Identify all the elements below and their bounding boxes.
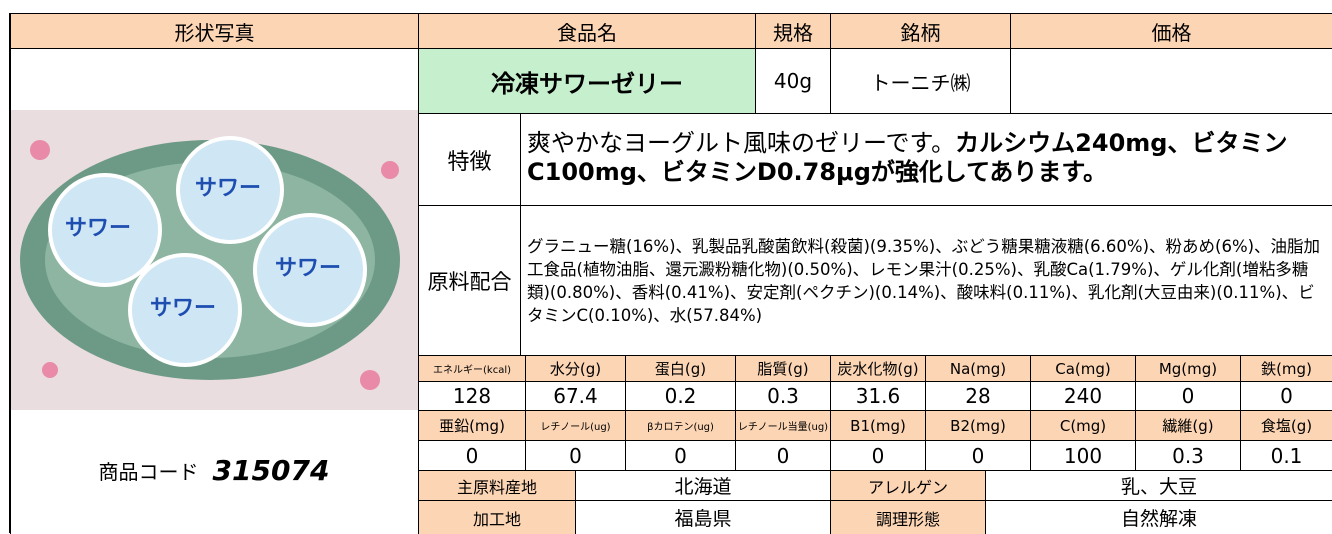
table-cell: 0 [925, 440, 1031, 471]
table-cell: エネルギー(kcal) [418, 355, 526, 382]
table-cell: アレルゲン [830, 470, 986, 501]
table-cell: 0 [1240, 381, 1332, 411]
svg-text:サワー: サワー [275, 256, 341, 281]
table-cell: レチノール(ug) [525, 410, 626, 441]
table-cell: 爽やかなヨーグルト風味のゼリーです。カルシウム240mg、ビタミンC100mg、… [520, 113, 1332, 206]
table-cell: B2(mg) [925, 410, 1031, 441]
code-value: 315074 [212, 453, 330, 487]
table-cell: 食塩(g) [1240, 410, 1332, 441]
table-cell: レチノール当量(ug) [735, 410, 831, 441]
table-cell: 水分(g) [525, 355, 626, 382]
table-cell: 繊維(g) [1135, 410, 1241, 441]
table-cell: 0 [525, 440, 626, 471]
code-label: 商品コード [98, 459, 199, 484]
table-cell: 北海道 [575, 470, 831, 501]
table-cell: 規格 [755, 13, 831, 49]
table-cell: 自然解凍 [985, 500, 1332, 534]
table-cell: 炭水化物(g) [830, 355, 926, 382]
table-cell: 0 [625, 440, 736, 471]
table-cell: 0.3 [735, 381, 831, 411]
table-cell: 0.1 [1240, 440, 1332, 471]
table-cell: 0.2 [625, 381, 736, 411]
table-cell: 67.4 [525, 381, 626, 411]
table-cell: 福島県 [575, 500, 831, 534]
table-cell: 31.6 [830, 381, 926, 411]
table-cell: 冷凍サワーゼリー [418, 48, 756, 114]
table-cell: グラニュー糖(16%)、乳製品乳酸菌飲料(殺菌)(9.35%)、ぶどう糖果糖液糖… [520, 205, 1332, 356]
table-cell: 128 [418, 381, 526, 411]
left-border [9, 13, 10, 533]
table-cell: 28 [925, 381, 1031, 411]
table-cell: 0.3 [1135, 440, 1241, 471]
svg-text:サワー: サワー [65, 216, 131, 241]
table-cell: Mg(mg) [1135, 355, 1241, 382]
table-cell: トーニチ㈱ [830, 48, 1011, 114]
table-cell: Ca(mg) [1030, 355, 1136, 382]
table-cell: 40g [755, 48, 831, 114]
table-cell: 100 [1030, 440, 1136, 471]
table-cell: 脂質(g) [735, 355, 831, 382]
svg-text:サワー: サワー [150, 296, 216, 321]
table-cell: 240 [1030, 381, 1136, 411]
table-cell: B1(mg) [830, 410, 926, 441]
table-cell: 形状写真 [10, 13, 419, 49]
table-cell: 亜鉛(mg) [418, 410, 526, 441]
table-cell: βカロテン(ug) [625, 410, 736, 441]
table-cell: 原料配合 [418, 205, 521, 356]
table-cell: 蛋白(g) [625, 355, 736, 382]
table-cell: 0 [735, 440, 831, 471]
table-cell: Na(mg) [925, 355, 1031, 382]
table-cell [1010, 48, 1332, 114]
table-cell: 鉄(mg) [1240, 355, 1332, 382]
table-cell: 加工地 [418, 500, 576, 534]
table-cell: C(mg) [1030, 410, 1136, 441]
table-cell: 特徴 [418, 113, 521, 206]
table-cell [10, 48, 419, 534]
product-code: 商品コード 315074 [10, 450, 418, 490]
table-cell: 調理形態 [830, 500, 986, 534]
table-cell: 価格 [1010, 13, 1332, 49]
table-cell: 銘柄 [830, 13, 1011, 49]
table-cell: 0 [830, 440, 926, 471]
svg-text:サワー: サワー [195, 176, 261, 201]
table-cell: 0 [418, 440, 526, 471]
table-cell: 食品名 [418, 13, 756, 49]
feature-text-bold: カルシウム240mg、ビタミンC100mg、ビタミンD0.78μgが強化してあり… [527, 129, 1288, 186]
table-cell: 0 [1135, 381, 1241, 411]
table-cell: 乳、大豆 [985, 470, 1332, 501]
table-cell: 主原料産地 [418, 470, 576, 501]
feature-text: 爽やかなヨーグルト風味のゼリーです。 [527, 129, 956, 157]
